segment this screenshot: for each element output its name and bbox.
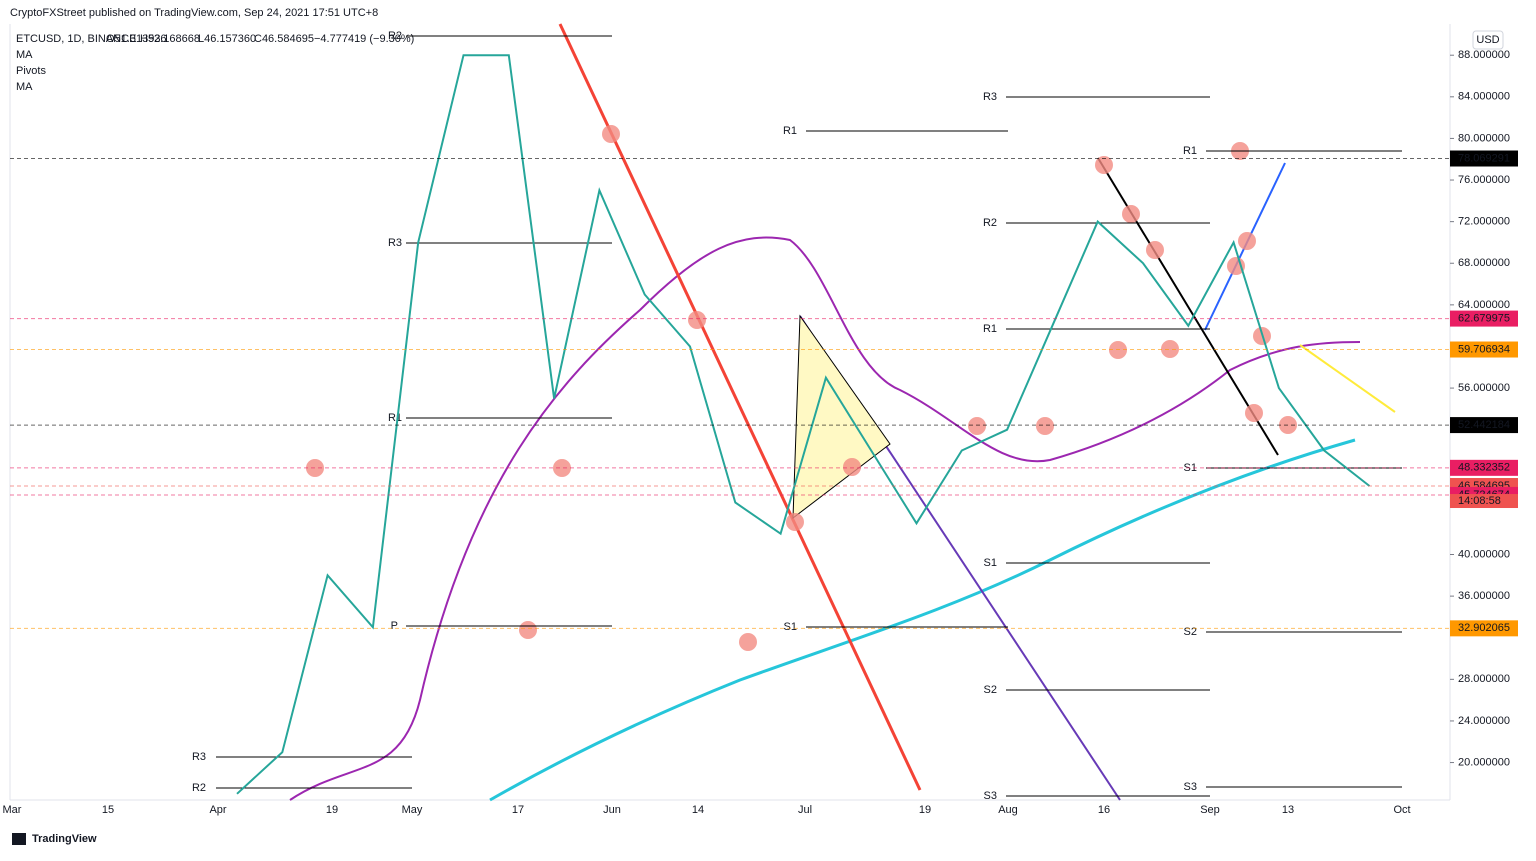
brand: TradingView (32, 833, 97, 845)
currency[interactable]: USD (1476, 34, 1499, 46)
price-line (236, 54, 1371, 795)
pivot-label: S2 (984, 684, 997, 696)
indicator: Pivots (16, 65, 46, 77)
price-tag (1450, 150, 1518, 167)
countdown-box (1450, 494, 1518, 509)
x-tick-label: Mar (3, 804, 22, 816)
publisher: CryptoFXStreet published on TradingView.… (10, 7, 378, 19)
price-tag (1450, 459, 1518, 476)
price-tag (1450, 341, 1518, 358)
trendline (1299, 344, 1396, 413)
x-tick-label: 19 (326, 804, 338, 816)
x-tick-label: 14 (692, 804, 704, 816)
symbol: ETCUSD, 1D, BINANCE (16, 33, 136, 45)
pivot-label: R3 (388, 237, 402, 249)
x-tick-label: Apr (209, 804, 226, 816)
price-tag-label: 62.679975 (1458, 312, 1510, 324)
x-tick-label: Aug (998, 804, 1018, 816)
y-tick-label: 56.000000 (1458, 382, 1510, 394)
price-tag (1450, 310, 1518, 327)
x-tick-label: 16 (1098, 804, 1110, 816)
indicator: MA (16, 49, 33, 61)
pivot-label: S1 (1184, 462, 1197, 474)
brand-logo (12, 833, 26, 845)
pivot-label: R2 (192, 782, 206, 794)
ohlc-value: O51.313936 (106, 33, 167, 45)
ohlc-value: H52.168668 (140, 33, 200, 45)
pivot-label: R2 (388, 30, 402, 42)
price-tag-label: 52.442184 (1458, 419, 1510, 431)
pivot-label: S2 (1184, 626, 1197, 638)
ohlc-value: C46.584695 (254, 33, 314, 45)
x-tick-label: 17 (512, 804, 524, 816)
pivot-label: S1 (984, 557, 997, 569)
price-tag (1450, 620, 1518, 637)
y-tick-label: 20.000000 (1458, 756, 1510, 768)
ma-line (289, 236, 1361, 801)
y-tick-label: 88.000000 (1458, 49, 1510, 61)
countdown: 14:08:58 (1458, 495, 1501, 507)
pivot-label: S3 (1184, 781, 1197, 793)
y-tick-label: 28.000000 (1458, 673, 1510, 685)
y-tick-label: 36.000000 (1458, 590, 1510, 602)
pivot-label: R3 (192, 751, 206, 763)
pivot-label: R2 (983, 217, 997, 229)
indicator: MA (16, 81, 33, 93)
x-tick-label: Sep (1200, 804, 1220, 816)
pivot-label: R1 (388, 412, 402, 424)
ma-line (489, 438, 1356, 802)
pivot-label: S1 (784, 621, 797, 633)
pivot-label: P (391, 620, 398, 632)
x-tick-label: 15 (102, 804, 114, 816)
y-tick-label: 40.000000 (1458, 548, 1510, 560)
currency-box[interactable] (1472, 30, 1504, 50)
pivot-label: R1 (1183, 145, 1197, 157)
y-tick-label: 84.000000 (1458, 91, 1510, 103)
x-tick-label: Jul (798, 804, 812, 816)
y-tick-label: 64.000000 (1458, 299, 1510, 311)
price-tag-label: 59.706934 (1458, 343, 1510, 355)
price-tag-label: 48.332352 (1458, 462, 1510, 474)
pivot-label: R1 (783, 125, 797, 137)
y-tick-label: 72.000000 (1458, 216, 1510, 228)
y-tick-label: 80.000000 (1458, 132, 1510, 144)
price-tag-label: 78.069291 (1458, 152, 1510, 164)
y-tick-label: 68.000000 (1458, 257, 1510, 269)
x-tick-label: Oct (1393, 804, 1410, 816)
ohlc-value: L46.157360 (198, 33, 256, 45)
x-tick-label: 13 (1282, 804, 1294, 816)
ohlc-value: −4.777419 (−9.30%) (314, 33, 414, 45)
price-tag-label: 32.902065 (1458, 622, 1510, 634)
y-tick-label: 76.000000 (1458, 174, 1510, 186)
trendline (558, 23, 922, 791)
x-tick-label: 19 (919, 804, 931, 816)
y-tick-label: 24.000000 (1458, 715, 1510, 727)
price-tag (1450, 417, 1518, 434)
x-tick-label: Jun (603, 804, 621, 816)
x-tick-label: May (402, 804, 423, 816)
pivot-label: R1 (983, 323, 997, 335)
pivot-label: R3 (983, 91, 997, 103)
pivot-label: S3 (984, 790, 997, 802)
